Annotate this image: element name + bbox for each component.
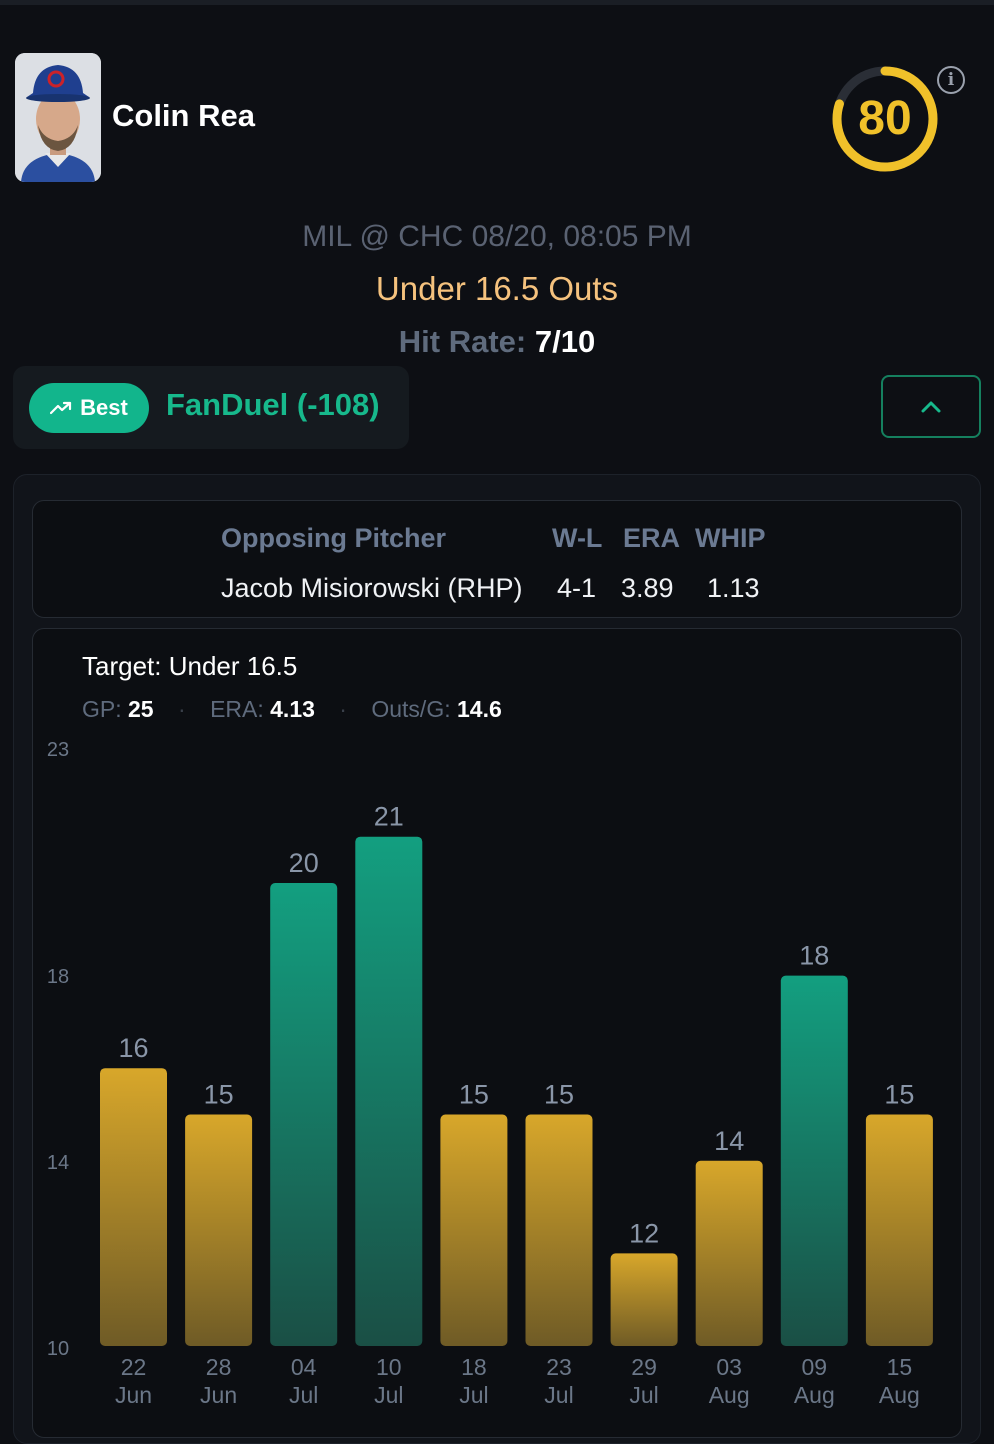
opp-wl-value: 4-1 <box>557 573 597 603</box>
opp-pitcher-name: Jacob Misiorowski (RHP) <box>221 573 523 603</box>
prop-line: Under 16.5 Outs <box>375 270 619 307</box>
separator-dot: · <box>339 696 347 722</box>
stat-gp-label: GP: <box>82 696 122 722</box>
opp-header-pitcher: Opposing Pitcher <box>221 523 447 553</box>
trending-up-icon <box>50 401 72 415</box>
best-badge: Best <box>29 383 149 433</box>
opposing-pitcher-card: Opposing Pitcher W-L ERA WHIP Jacob Misi… <box>32 500 962 618</box>
separator-dot: · <box>178 696 186 722</box>
best-odds-box[interactable]: Best FanDuel (-108) <box>13 366 409 449</box>
player-avatar <box>15 53 101 182</box>
opp-era-value: 3.89 <box>621 573 674 603</box>
stat-gp-value: 25 <box>128 696 154 722</box>
opp-whip-value: 1.13 <box>707 573 760 603</box>
game-log-chart-card <box>32 628 962 1438</box>
stat-era-label: ERA: <box>210 696 264 722</box>
opp-header-wl: W-L <box>552 523 603 553</box>
opp-header-whip: WHIP <box>695 523 766 553</box>
top-divider <box>0 0 994 5</box>
best-badge-label: Best <box>80 395 128 420</box>
stat-outs-label: Outs/G: <box>371 696 451 722</box>
hit-rate-label: Hit Rate: <box>398 324 527 359</box>
chevron-up-icon <box>921 401 941 412</box>
chart-target: Target: Under 16.5 <box>82 651 298 681</box>
stat-outs-value: 14.6 <box>457 696 502 722</box>
season-stats: GP: 25 · ERA: 4.13 · Outs/G: 14.6 <box>82 696 502 723</box>
confidence-score-ring: 80 <box>826 60 944 178</box>
sportsbook-odds: FanDuel (-108) <box>166 387 380 422</box>
hit-rate: Hit Rate: 7/10 <box>0 324 994 360</box>
player-name: Colin Rea <box>112 98 255 133</box>
stat-era-value: 4.13 <box>270 696 315 722</box>
info-icon[interactable]: i <box>937 66 965 94</box>
game-matchup: MIL @ CHC 08/20, 08:05 PM <box>302 220 692 253</box>
confidence-score-value: 80 <box>858 92 912 145</box>
collapse-button[interactable] <box>881 375 981 438</box>
opp-header-era: ERA <box>623 523 681 553</box>
hit-rate-value: 7/10 <box>534 324 596 359</box>
